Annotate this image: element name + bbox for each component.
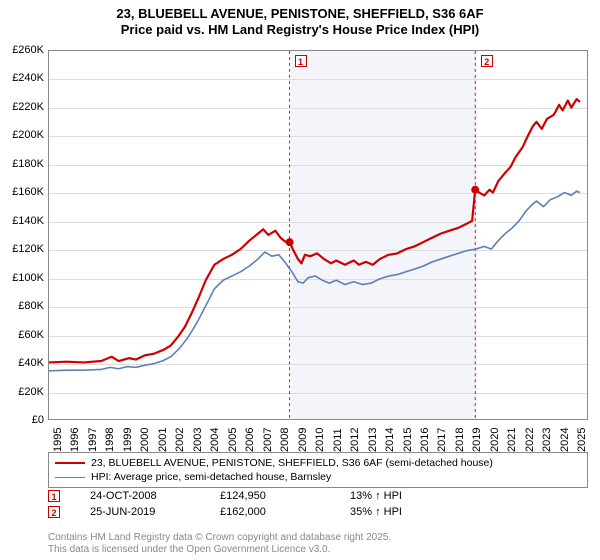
xtick-label: 2015 bbox=[402, 428, 414, 452]
plot-area: 12 bbox=[48, 50, 588, 420]
chart-container: 23, BLUEBELL AVENUE, PENISTONE, SHEFFIEL… bbox=[0, 0, 600, 560]
ytick-label: £200K bbox=[0, 129, 44, 141]
ytick-label: £140K bbox=[0, 215, 44, 227]
series-hpi bbox=[49, 191, 580, 371]
xtick-label: 2006 bbox=[244, 428, 256, 452]
xtick-label: 1996 bbox=[69, 428, 81, 452]
sale-marker-badge-1: 1 bbox=[48, 490, 60, 502]
xtick-label: 2012 bbox=[349, 428, 361, 452]
footer: Contains HM Land Registry data © Crown c… bbox=[48, 532, 588, 556]
ytick-label: £160K bbox=[0, 186, 44, 198]
xtick-label: 2014 bbox=[384, 428, 396, 452]
ytick-label: £100K bbox=[0, 272, 44, 284]
xtick-label: 1997 bbox=[87, 428, 99, 452]
xtick-label: 2019 bbox=[471, 428, 483, 452]
ytick-label: £0 bbox=[0, 414, 44, 426]
sale-price-2: £162,000 bbox=[220, 506, 320, 518]
xtick-label: 2009 bbox=[297, 428, 309, 452]
xtick-label: 2021 bbox=[506, 428, 518, 452]
legend-item-1: 23, BLUEBELL AVENUE, PENISTONE, SHEFFIEL… bbox=[55, 456, 581, 470]
xtick-label: 2013 bbox=[367, 428, 379, 452]
xtick-label: 2001 bbox=[157, 428, 169, 452]
xtick-label: 1999 bbox=[122, 428, 134, 452]
sale-row-2: 2 25-JUN-2019 £162,000 35% ↑ HPI bbox=[48, 506, 588, 518]
sale-marker-table: 1 24-OCT-2008 £124,950 13% ↑ HPI 2 25-JU… bbox=[48, 490, 588, 522]
xtick-label: 2004 bbox=[209, 428, 221, 452]
xtick-label: 2000 bbox=[139, 428, 151, 452]
sale-marker-label: 2 bbox=[481, 55, 493, 67]
sale-marker-label: 1 bbox=[295, 55, 307, 67]
xtick-label: 2017 bbox=[436, 428, 448, 452]
sale-diff-2: 35% ↑ HPI bbox=[350, 506, 450, 518]
sale-diff-1: 13% ↑ HPI bbox=[350, 490, 450, 502]
xtick-label: 2007 bbox=[262, 428, 274, 452]
legend-item-2: HPI: Average price, semi-detached house,… bbox=[55, 470, 581, 484]
ytick-label: £60K bbox=[0, 329, 44, 341]
chart-title: 23, BLUEBELL AVENUE, PENISTONE, SHEFFIEL… bbox=[0, 0, 600, 39]
xtick-label: 2003 bbox=[192, 428, 204, 452]
ytick-label: £240K bbox=[0, 72, 44, 84]
ytick-label: £220K bbox=[0, 101, 44, 113]
xtick-label: 2022 bbox=[524, 428, 536, 452]
legend: 23, BLUEBELL AVENUE, PENISTONE, SHEFFIEL… bbox=[48, 452, 588, 488]
sale-price-1: £124,950 bbox=[220, 490, 320, 502]
footer-line-2: This data is licensed under the Open Gov… bbox=[48, 544, 588, 556]
xtick-label: 1995 bbox=[52, 428, 64, 452]
ytick-label: £260K bbox=[0, 44, 44, 56]
sale-marker-badge-2: 2 bbox=[48, 506, 60, 518]
legend-swatch-1 bbox=[55, 462, 85, 464]
ytick-label: £120K bbox=[0, 243, 44, 255]
sale-point bbox=[286, 238, 294, 246]
legend-label-2: HPI: Average price, semi-detached house,… bbox=[91, 470, 331, 484]
legend-label-1: 23, BLUEBELL AVENUE, PENISTONE, SHEFFIEL… bbox=[91, 456, 493, 470]
ytick-label: £180K bbox=[0, 158, 44, 170]
xtick-label: 2002 bbox=[174, 428, 186, 452]
sale-date-2: 25-JUN-2019 bbox=[90, 506, 190, 518]
xtick-label: 2011 bbox=[332, 428, 344, 452]
xtick-label: 2010 bbox=[314, 428, 326, 452]
ytick-label: £80K bbox=[0, 300, 44, 312]
xtick-label: 2020 bbox=[489, 428, 501, 452]
ytick-label: £40K bbox=[0, 357, 44, 369]
sale-row-1: 1 24-OCT-2008 £124,950 13% ↑ HPI bbox=[48, 490, 588, 502]
title-line-1: 23, BLUEBELL AVENUE, PENISTONE, SHEFFIEL… bbox=[0, 6, 600, 22]
title-line-2: Price paid vs. HM Land Registry's House … bbox=[0, 22, 600, 38]
xtick-label: 1998 bbox=[104, 428, 116, 452]
xtick-label: 2008 bbox=[279, 428, 291, 452]
sale-date-1: 24-OCT-2008 bbox=[90, 490, 190, 502]
xtick-label: 2023 bbox=[541, 428, 553, 452]
xtick-label: 2024 bbox=[559, 428, 571, 452]
footer-line-1: Contains HM Land Registry data © Crown c… bbox=[48, 532, 588, 544]
sale-point bbox=[471, 186, 479, 194]
line-chart-svg bbox=[49, 51, 587, 419]
legend-swatch-2 bbox=[55, 477, 85, 478]
series-price_paid bbox=[49, 99, 580, 362]
ytick-label: £20K bbox=[0, 386, 44, 398]
xtick-label: 2005 bbox=[227, 428, 239, 452]
xtick-label: 2018 bbox=[454, 428, 466, 452]
xtick-label: 2016 bbox=[419, 428, 431, 452]
xtick-label: 2025 bbox=[576, 428, 588, 452]
